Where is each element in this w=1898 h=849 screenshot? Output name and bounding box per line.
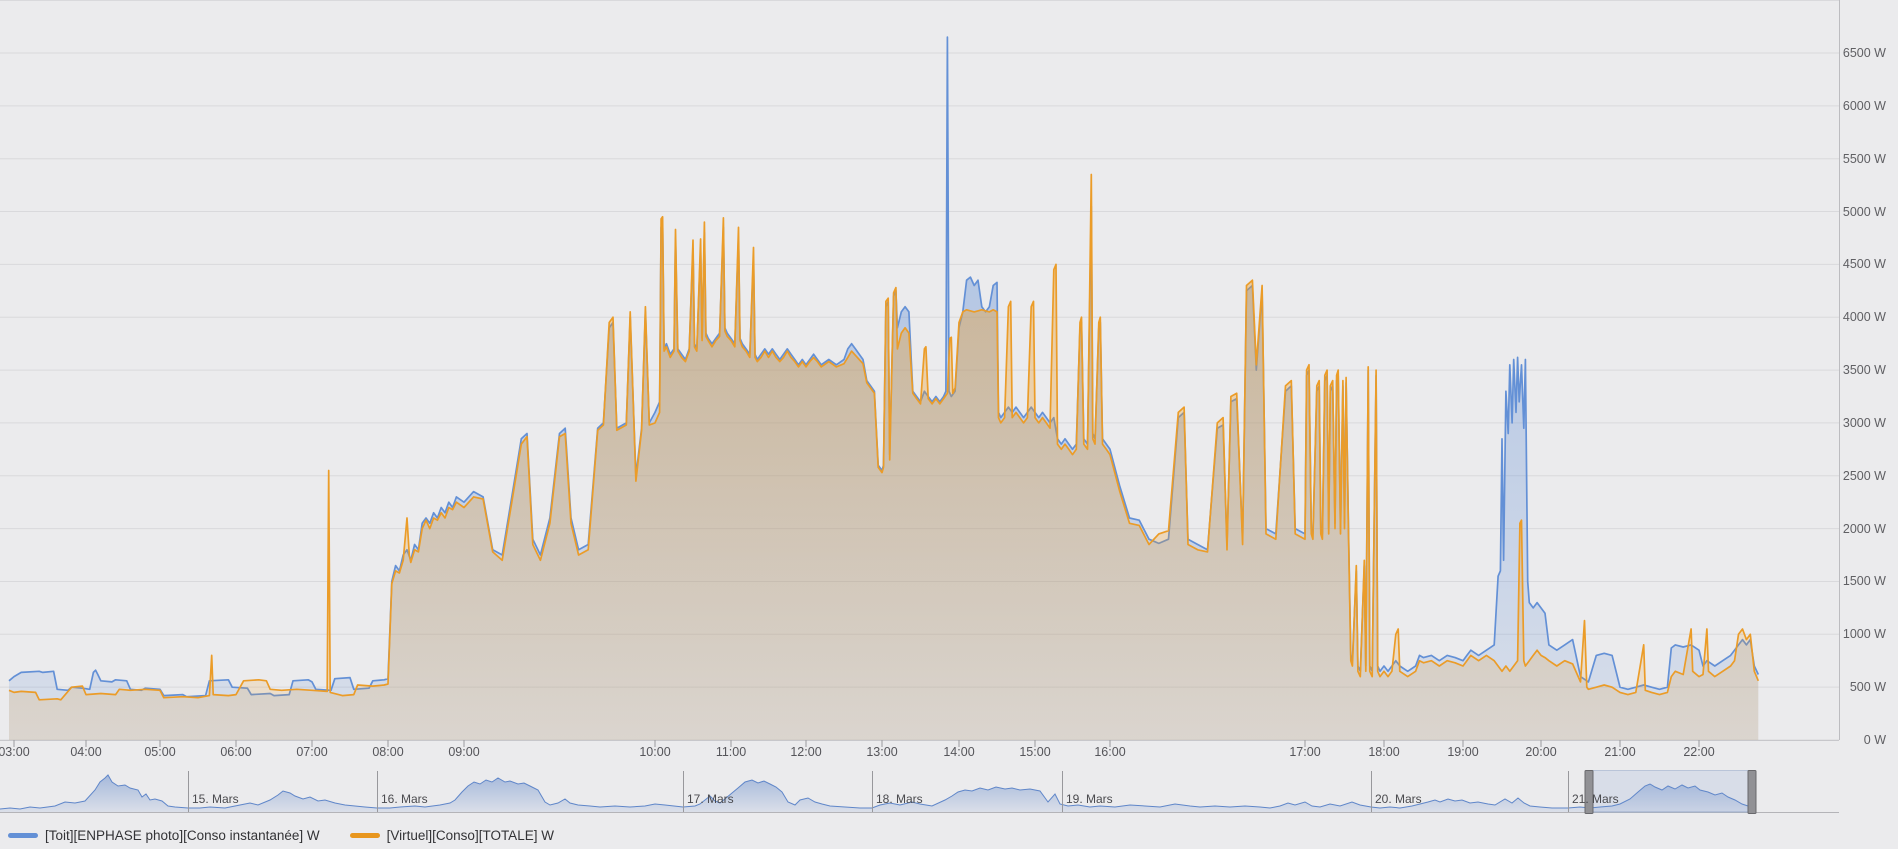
x-axis-label: 09:00: [448, 745, 480, 759]
x-axis-label: 05:00: [144, 745, 176, 759]
navigator-handle-left[interactable]: [1584, 770, 1594, 814]
y-axis-label: 0 W: [1863, 733, 1886, 747]
x-axis-label: 10:00: [639, 745, 671, 759]
y-axis-label: 500 W: [1849, 680, 1886, 695]
y-axis-label: 5000 W: [1842, 204, 1886, 219]
x-axis-label: 07:00: [296, 745, 328, 759]
navigator-day-label: 15. Mars: [192, 792, 239, 806]
x-axis-label: 21:00: [1604, 745, 1636, 759]
navigator-day-label: 20. Mars: [1375, 792, 1422, 806]
navigator-day-labels: 15. Mars 16. Mars 17. Mars 18. Mars 19. Mars…: [0, 792, 1840, 808]
navigator-day-label: 21. Mars: [1572, 792, 1619, 806]
y-axis-labels: 6500 W 6000 W 5500 W 5000 W 4500 W 4000 W 3500…: [1842, 0, 1894, 747]
legend-swatch-conso-totale-icon: [349, 833, 380, 838]
navigator-series-area: [0, 775, 1752, 812]
x-axis-label: 08:00: [372, 745, 404, 759]
y-axis-label: 2500 W: [1842, 468, 1886, 483]
legend-swatch-enphase-icon: [8, 833, 38, 838]
x-axis-label: 19:00: [1447, 745, 1479, 759]
y-axis-label: 1500 W: [1842, 574, 1886, 589]
x-axis-label: 13:00: [866, 745, 898, 759]
x-axis-label: 20:00: [1525, 745, 1557, 759]
x-axis-label: 18:00: [1368, 745, 1400, 759]
legend-label-conso-totale: [Virtuel][Conso][TOTALE] W: [386, 828, 554, 843]
series-line-1: [8, 173, 1760, 701]
navigator-handle-right[interactable]: [1747, 770, 1757, 814]
navigator-selection[interactable]: [1588, 770, 1753, 813]
y-axis-label: 3000 W: [1842, 415, 1886, 430]
x-axis-label: 16:00: [1094, 745, 1126, 759]
x-axis-label: 06:00: [220, 745, 252, 759]
x-axis-labels: 03:00 04:00 05:00 06:00 07:00 08:00 09:00 10:00…: [0, 745, 1840, 763]
y-axis-label: 1000 W: [1842, 627, 1886, 642]
x-axis-label: 11:00: [715, 745, 747, 759]
y-axis-label: 6000 W: [1842, 98, 1886, 113]
x-axis-label: 14:00: [943, 745, 975, 759]
legend-label-enphase: [Toit][ENPHASE photo][Conso instantanée]…: [45, 828, 320, 843]
y-axis-label: 6500 W: [1842, 46, 1886, 60]
navigator-day-label: 17. Mars: [687, 792, 734, 806]
y-axis-label: 4500 W: [1842, 257, 1886, 272]
x-axis-label: 22:00: [1683, 745, 1715, 759]
x-axis-label: 15:00: [1019, 745, 1051, 759]
main-chart[interactable]: [0, 0, 1840, 752]
navigator-day-label: 19. Mars: [1066, 792, 1113, 806]
y-axis-label: 3500 W: [1842, 363, 1886, 378]
navigator-day-label: 16. Mars: [381, 792, 428, 806]
x-axis-label: 03:00: [0, 745, 30, 759]
navigator-series-line: [0, 774, 1753, 810]
x-axis-label: 12:00: [790, 745, 822, 759]
navigator-day-label: 18. Mars: [876, 792, 923, 806]
y-axis-label: 4000 W: [1842, 310, 1886, 325]
x-axis-label: 17:00: [1289, 745, 1321, 759]
legend: [Toit][ENPHASE photo][Conso instantanée]…: [8, 828, 554, 843]
y-axis-label: 5500 W: [1842, 151, 1886, 166]
navigator[interactable]: [0, 770, 1840, 814]
y-axis-label: 2000 W: [1842, 521, 1886, 536]
legend-item-conso-totale[interactable]: [Virtuel][Conso][TOTALE] W: [349, 828, 554, 843]
x-axis-label: 04:00: [70, 745, 102, 759]
legend-item-enphase[interactable]: [Toit][ENPHASE photo][Conso instantanée]…: [8, 828, 320, 843]
